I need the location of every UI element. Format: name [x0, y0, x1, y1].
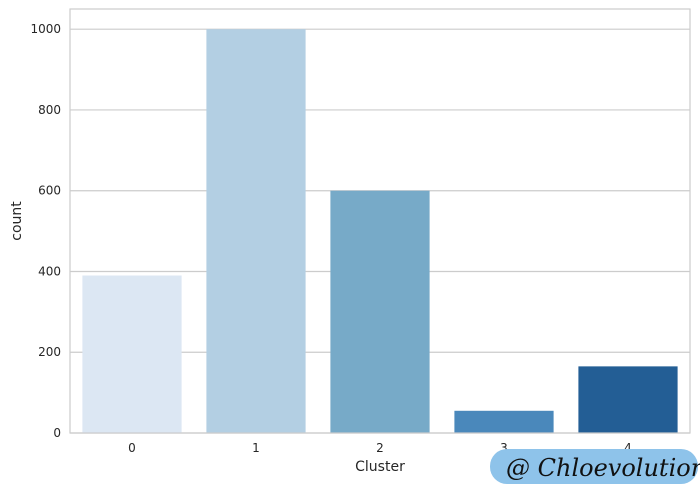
watermark-text: @ Chloevolution	[506, 454, 700, 482]
bar-cluster-3	[454, 410, 554, 433]
watermark: @ Chloevolution	[490, 449, 700, 484]
y-tick-label: 800	[38, 103, 61, 117]
y-tick-label: 200	[38, 345, 61, 359]
bar-cluster-4	[578, 366, 678, 433]
x-tick-label: 3	[500, 441, 508, 455]
x-tick-labels: 0 1 2 3 4	[128, 441, 632, 455]
y-tick-label: 400	[38, 264, 61, 278]
x-tick-label: 4	[624, 441, 632, 455]
x-axis-label: Cluster	[355, 459, 405, 475]
bars	[82, 29, 678, 433]
watermark-background	[490, 449, 698, 484]
bar-cluster-1	[206, 29, 306, 433]
bar-cluster-0	[82, 275, 182, 433]
x-tick-label: 2	[376, 441, 384, 455]
y-tick-label: 0	[53, 426, 61, 440]
x-tick-label: 1	[252, 441, 260, 455]
y-tick-label: 1000	[30, 22, 61, 36]
y-tick-label: 600	[38, 184, 61, 198]
y-tick-labels: 0 200 400 600 800 1000	[30, 22, 61, 440]
y-axis-label: count	[9, 201, 25, 241]
plot-frame	[69, 8, 691, 434]
bar-cluster-2	[330, 190, 430, 433]
x-tick-label: 0	[128, 441, 136, 455]
